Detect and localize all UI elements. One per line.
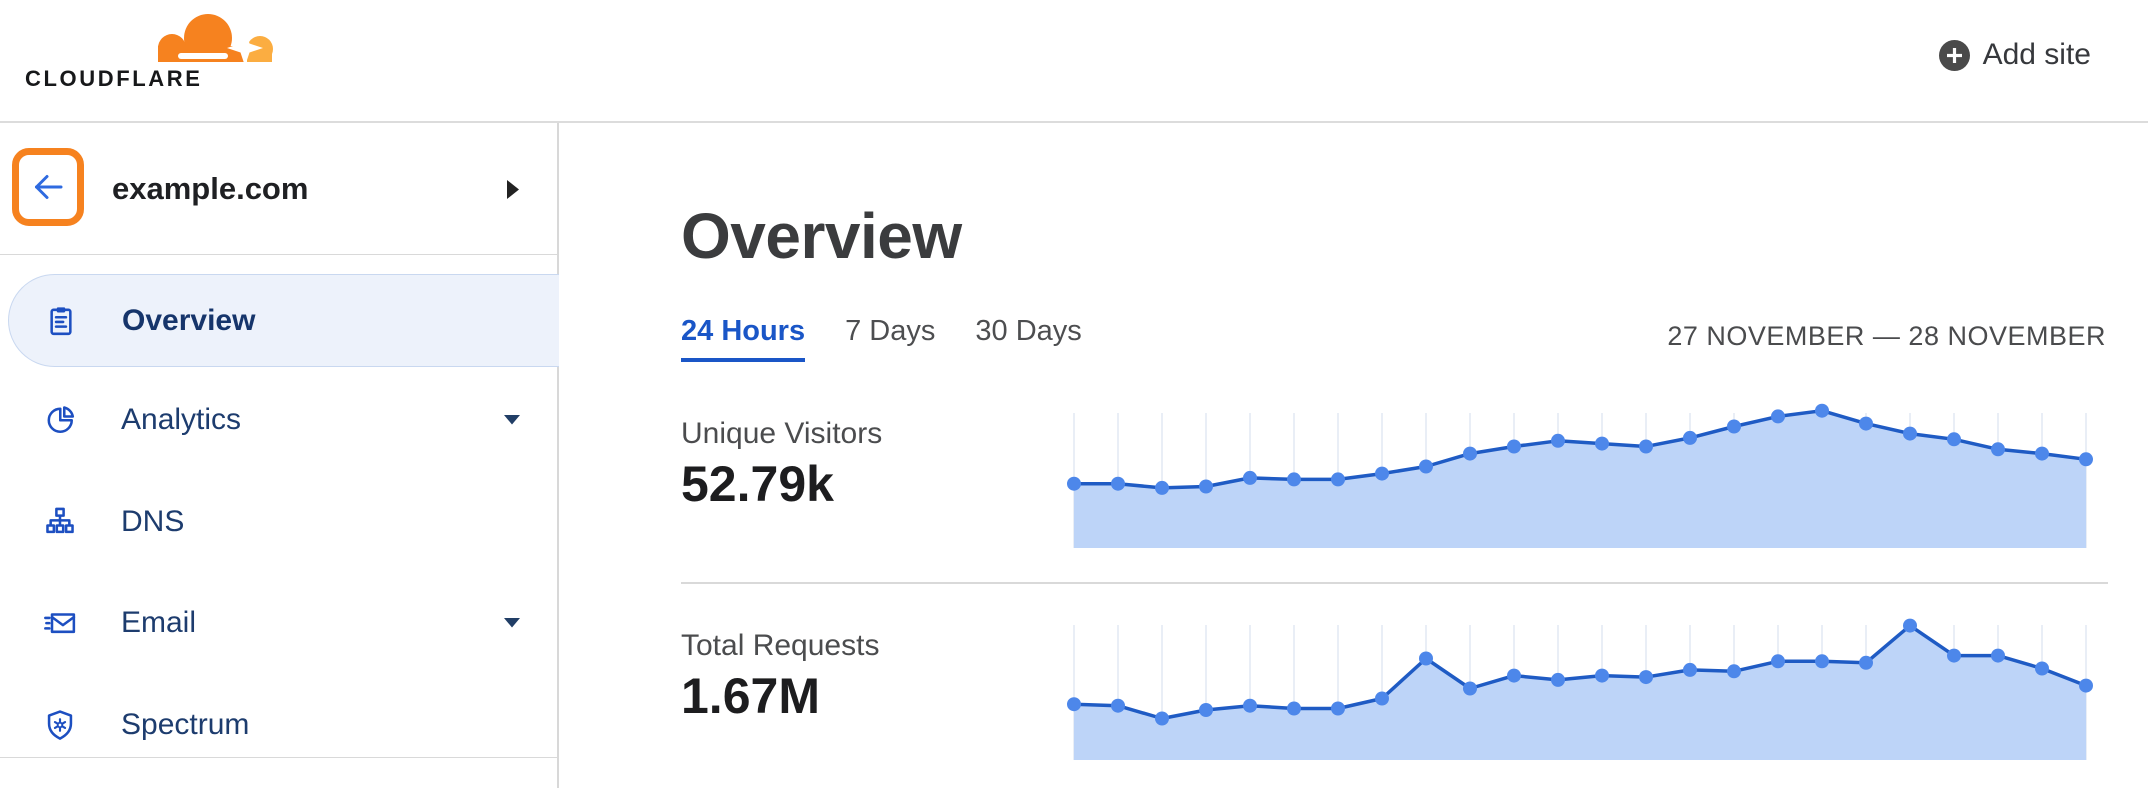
sidebar-item-spectrum[interactable]: Spectrum [0,681,559,769]
site-name: example.com [112,171,309,206]
sidebar-item-label: Analytics [121,403,242,436]
arrow-left-icon [35,175,63,199]
sidebar-divider [0,757,557,758]
sidebar-item-analytics[interactable]: Analytics [0,376,559,464]
tab-30-days[interactable]: 30 Days [975,315,1082,347]
sidebar-item-label: DNS [121,505,185,538]
total-requests-chart [1067,618,2093,760]
cloudflare-cloud-icon [148,14,282,68]
metric-label: Total Requests [681,629,880,662]
sidebar-item-label: Spectrum [121,708,250,741]
period-tabs: 24 Hours 7 Days 30 Days [681,315,1082,362]
add-site-label: Add site [1982,38,2091,71]
sidebar-item-label: Email [121,606,197,639]
cloudflare-wordmark: CLOUDFLARE [25,66,203,91]
chevron-down-icon [504,618,520,628]
sidebar: example.com Overview Analytics [0,123,559,788]
app-header: CLOUDFLARE Add site [0,0,2148,123]
chevron-right-icon [507,180,519,199]
hierarchy-tree-icon [46,507,74,534]
site-selector[interactable]: example.com [0,123,557,255]
add-site-button[interactable]: Add site [1938,38,2091,72]
unique-visitors-chart [1067,403,2093,548]
sidebar-item-overview[interactable]: Overview [8,274,559,367]
sidebar-item-dns[interactable]: DNS [0,478,559,566]
tab-7-days[interactable]: 7 Days [845,315,936,347]
metric-label: Unique Visitors [681,417,883,450]
page-title: Overview [681,200,962,272]
main-content: Overview 24 Hours 7 Days 30 Days 27 NOVE… [561,123,2148,788]
metric-row-total-requests: Total Requests 1.67M [561,617,2148,763]
chevron-down-icon [504,415,520,425]
email-envelope-icon [44,613,76,634]
metric-value: 1.67M [681,668,820,724]
plus-circle-icon [1938,39,1970,71]
cloudflare-logo[interactable]: CLOUDFLARE [25,4,285,116]
back-button[interactable] [12,148,84,226]
sidebar-item-label: Overview [122,303,256,337]
metric-value: 52.79k [681,456,834,512]
date-range: 27 NOVEMBER — 28 NOVEMBER [1667,321,2106,351]
section-divider [681,582,2108,584]
clipboard-icon [50,306,72,335]
sidebar-item-email[interactable]: Email [0,579,559,667]
pie-chart-icon [47,406,75,433]
tab-24-hours[interactable]: 24 Hours [681,315,806,362]
metric-row-unique-visitors: Unique Visitors 52.79k [561,403,2148,551]
shield-spectrum-icon [47,710,73,740]
